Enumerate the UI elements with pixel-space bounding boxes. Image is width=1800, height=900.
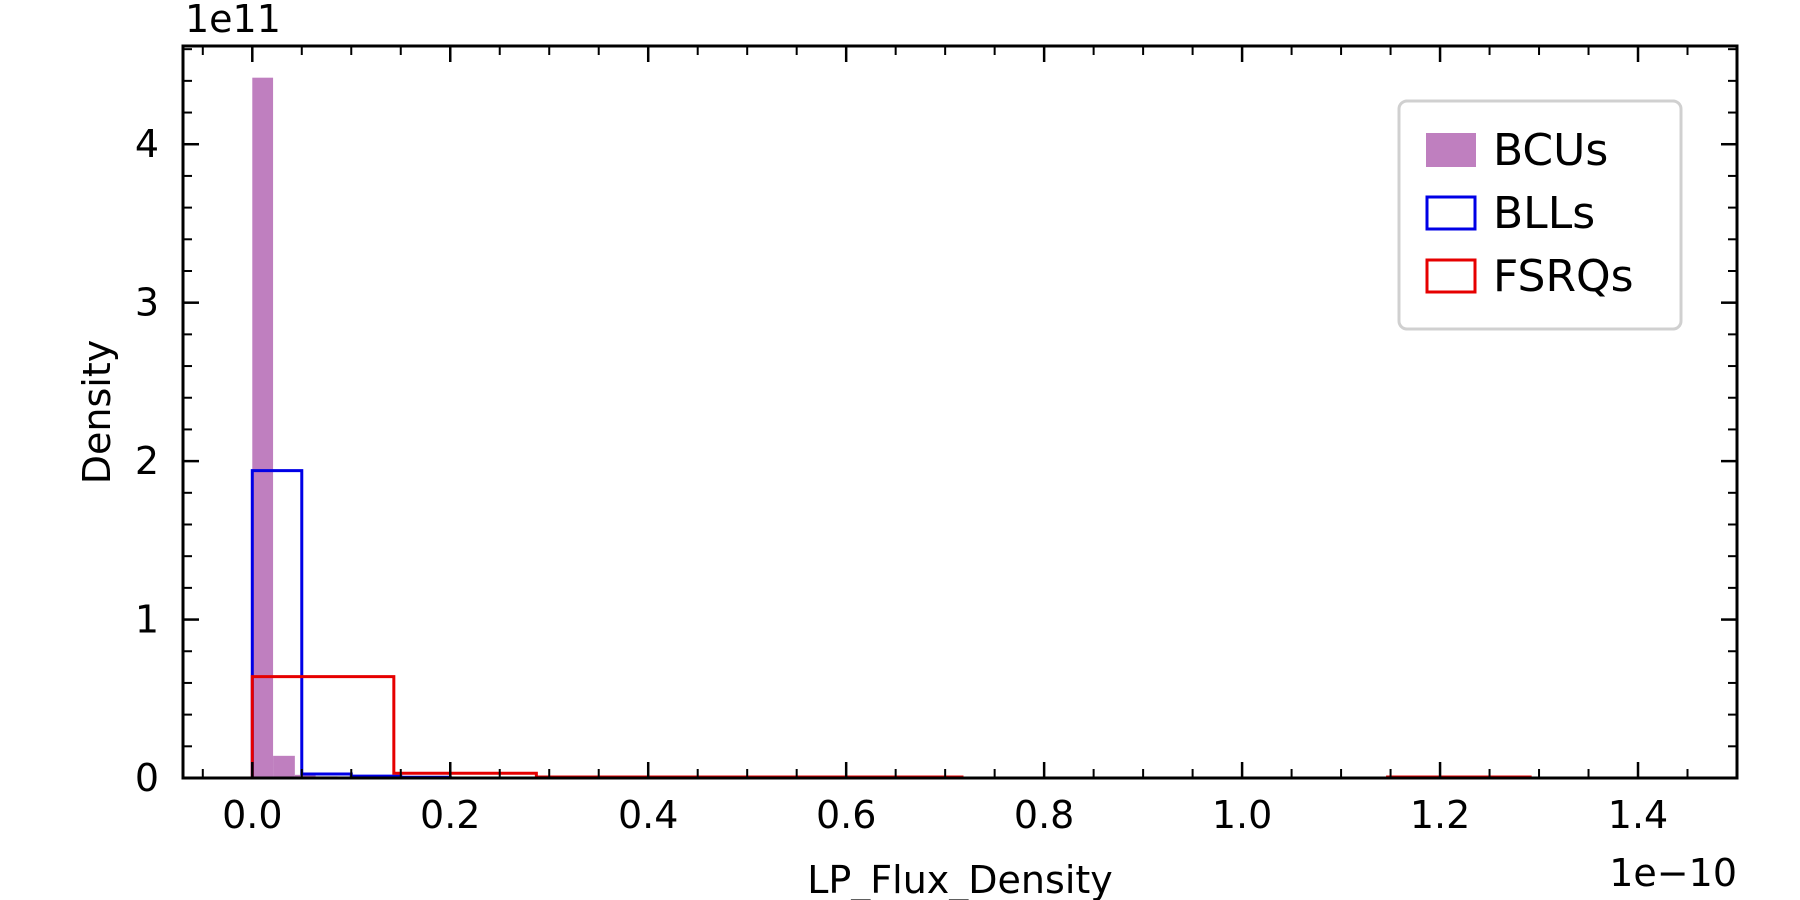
y-axis-label: Density (75, 340, 119, 484)
bcus-legend-label: BCUs (1493, 125, 1608, 176)
x-tick-label: 0.8 (1014, 793, 1074, 837)
fsrqs-step-outline (250, 675, 1532, 780)
blls-step-outline (250, 469, 452, 779)
tick-labels: 0.0 0.2 0.4 0.6 0.8 1.0 1.2 1.4 0 1 2 3 4 (135, 122, 1668, 837)
bcus-bar-0 (252, 77, 274, 779)
y-tick-label: 2 (135, 439, 159, 483)
x-axis-offset-text: 1e−10 (1609, 851, 1737, 895)
x-tick-label: 1.0 (1212, 793, 1272, 837)
y-tick-label: 4 (135, 122, 159, 166)
x-tick-label: 0.2 (420, 793, 480, 837)
x-tick-label: 1.4 (1608, 793, 1668, 837)
fsrqs-legend-label: FSRQs (1493, 251, 1634, 302)
legend: BCUs BLLs FSRQs (1397, 99, 1683, 331)
x-axis-label: LP_Flux_Density (807, 858, 1113, 900)
bcus-legend-swatch (1426, 133, 1476, 167)
y-tick-label: 1 (135, 598, 159, 642)
x-tick-label: 1.2 (1410, 793, 1470, 837)
x-tick-label: 0.0 (222, 793, 282, 837)
y-tick-label: 0 (135, 756, 159, 800)
y-tick-label: 3 (135, 281, 159, 325)
x-tick-label: 0.4 (618, 793, 678, 837)
blls-legend-swatch (1425, 195, 1477, 231)
plot-frame (181, 44, 1739, 780)
bcus-bar-2 (294, 774, 316, 778)
fsrqs-legend-swatch (1425, 258, 1477, 294)
x-tick-label: 0.6 (816, 793, 876, 837)
legend-entries: BCUs BLLs FSRQs (1425, 125, 1634, 302)
blls-legend-label: BLLs (1493, 188, 1595, 239)
histogram-bars (250, 77, 1532, 780)
y-axis-offset-text: 1e11 (185, 0, 281, 41)
bcus-bar-1 (273, 755, 295, 778)
